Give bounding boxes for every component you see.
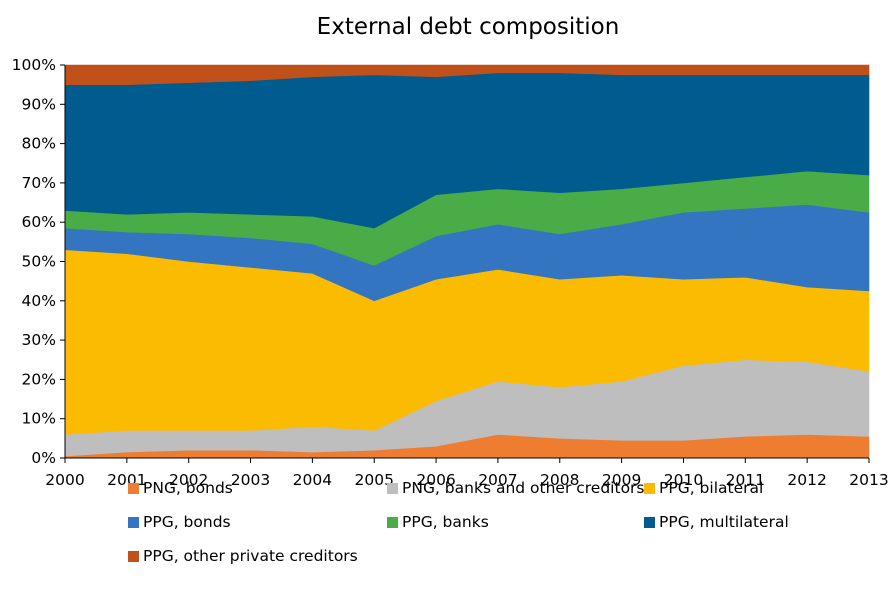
x-tick-label: 2003	[231, 471, 270, 489]
legend-swatch	[644, 483, 655, 494]
legend-swatch	[387, 517, 398, 528]
legend-item: PPG, bilateral	[644, 479, 763, 497]
x-tick-label: 2007	[478, 471, 517, 489]
legend-item: PNG, bonds	[128, 479, 233, 497]
y-tick-label: 80%	[22, 135, 56, 153]
legend-swatch	[387, 483, 398, 494]
y-tick-label: 40%	[22, 292, 56, 310]
legend-item: PNG, banks and other creditors	[387, 479, 645, 497]
legend-label: PPG, bonds	[143, 513, 231, 531]
x-tick-label: 2013	[849, 471, 888, 489]
legend-label: PPG, bilateral	[659, 479, 763, 497]
y-tick-label: 10%	[22, 410, 56, 428]
axes-layer: 0% 10% 20% 30% 40% 50% 60% 70% 80% 90% 100% 2000 200…	[12, 56, 889, 489]
x-tick-label: 2012	[787, 471, 826, 489]
legend-swatch	[128, 551, 139, 562]
legend-item: PPG, banks	[387, 513, 489, 531]
x-tick-label: 2009	[602, 471, 641, 489]
legend-swatch	[644, 517, 655, 528]
y-tick-label: 70%	[22, 174, 56, 192]
x-tick-label: 2010	[664, 471, 703, 489]
x-tick-label: 2002	[169, 471, 208, 489]
x-tick-label: 2004	[293, 471, 332, 489]
x-tick-label: 2011	[726, 471, 765, 489]
legend-swatch	[128, 517, 139, 528]
legend-label: PNG, banks and other creditors	[402, 479, 645, 497]
y-tick-label: 30%	[22, 331, 56, 349]
x-tick-label: 2005	[355, 471, 394, 489]
y-tick-label: 60%	[22, 213, 56, 231]
x-tick-label: 2001	[107, 471, 146, 489]
legend: PNG, bonds PNG, banks and other creditors…	[128, 479, 789, 565]
legend-item: PPG, bonds	[128, 513, 231, 531]
legend-label: PNG, bonds	[143, 479, 233, 497]
legend-swatch	[128, 483, 139, 494]
y-tick-label: 100%	[12, 56, 56, 74]
legend-label: PPG, banks	[402, 513, 489, 531]
y-tick-label: 50%	[22, 253, 56, 271]
area-layer	[64, 64, 870, 459]
x-tick-label: 2006	[416, 471, 455, 489]
y-tick-label: 20%	[22, 370, 56, 388]
x-tick-label: 2000	[45, 471, 84, 489]
area-series-7	[64, 64, 870, 85]
y-tick-label: 90%	[22, 95, 56, 113]
legend-item: PPG, multilateral	[644, 513, 789, 531]
legend-label: PPG, multilateral	[659, 513, 789, 531]
x-tick-label: 2008	[540, 471, 579, 489]
chart-title: External debt composition	[316, 14, 620, 40]
y-tick-label: 0%	[31, 449, 56, 467]
legend-item: PPG, other private creditors	[128, 547, 358, 565]
legend-label: PPG, other private creditors	[143, 547, 358, 565]
